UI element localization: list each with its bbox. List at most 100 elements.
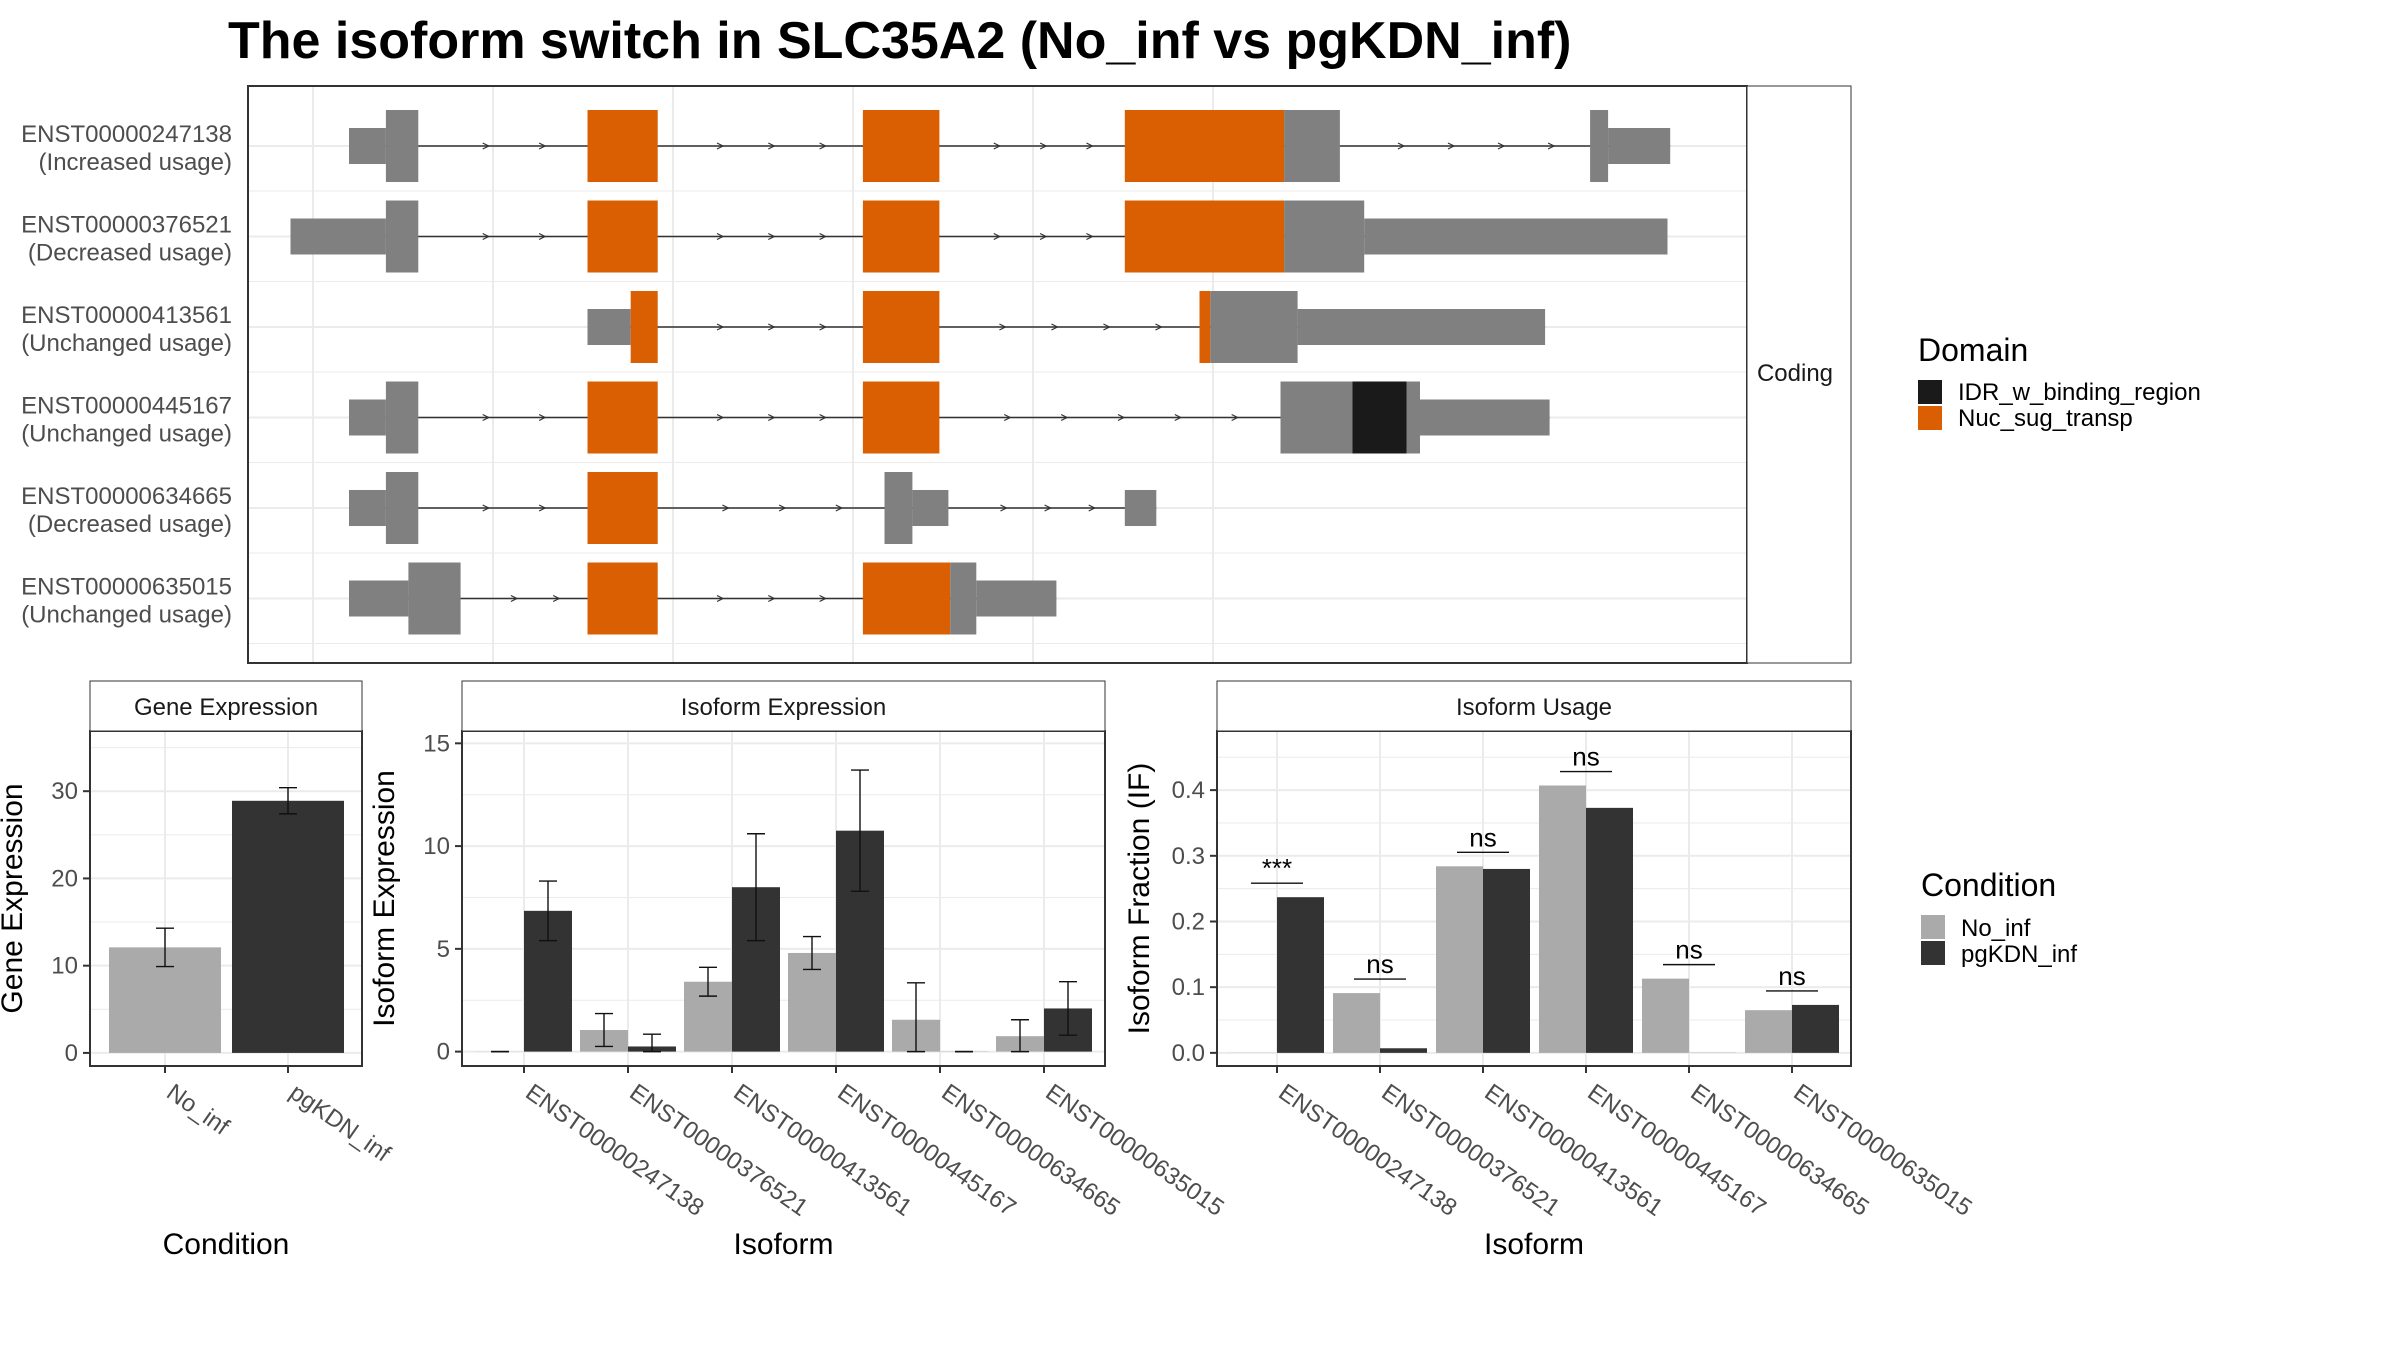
exon-domain-nuc_sug_transp [1124,110,1285,182]
intron-direction-arrow [1117,413,1126,422]
isoform-row-ENST00000445167 [349,381,1550,454]
legend-swatch-idr [1918,380,1942,404]
intron-direction-arrow [552,594,561,603]
bar [1436,866,1483,1053]
panel-strip-label: Isoform Usage [1456,694,1612,721]
legend-label-pgkdn-inf: pgKDN_inf [1961,941,2077,968]
significance-label: ns [1778,961,1805,991]
exon-utr [349,399,386,436]
intron-direction-arrow [510,594,519,603]
intron-direction-arrow [993,232,1002,241]
isoform-label-usage: (Decreased usage) [28,240,232,267]
intron-direction-arrow [768,323,776,331]
exon-domain-nuc_sug_transp [1124,200,1285,273]
intron-direction-arrow [1397,142,1406,150]
exon-coding [1406,381,1420,454]
intron-direction-arrow [482,232,491,241]
x-axis-title: Condition [163,1228,290,1261]
y-tick-label: 0.4 [1172,777,1205,804]
exon-domain-nuc_sug_transp [587,381,658,454]
y-tick-label: 0.2 [1172,908,1205,935]
bar [232,800,344,1053]
facet-strip-coding [1746,85,1852,664]
exon-coding [1284,110,1340,182]
intron-direction-arrow [1547,142,1556,150]
exon-coding [884,472,913,544]
intron-direction-arrow [1039,142,1048,150]
intron-direction-arrow [538,232,547,241]
structure-panel-background [248,86,1747,663]
domain-legend: Domain IDR_w_binding_region Nuc_sug_tran… [1918,332,2201,432]
legend-swatch-pgkdn-inf [1921,941,1945,965]
y-tick-label: 5 [437,936,450,963]
intron-direction-arrow [1044,504,1052,512]
exon-coding [950,562,977,635]
x-tick-label: ENST00000445167 [1583,1079,1771,1222]
bar [1380,1048,1427,1053]
x-axis-title: Isoform [1484,1228,1584,1261]
intron-direction-arrow [819,323,827,331]
x-tick-label: No_inf [162,1079,235,1141]
isoform-label-usage: (Decreased usage) [28,511,232,538]
intron-direction-arrow [1086,142,1094,150]
intron-direction-arrow [1103,323,1111,331]
isoform-expression-panel: Isoform Expression051015ENST00000247138E… [368,680,1229,1261]
y-tick-label: 0.1 [1172,974,1205,1001]
intron-direction-arrow [1447,142,1456,150]
bar [1539,785,1586,1053]
exon-domain-idr_w_binding_region [1352,381,1407,454]
intron-direction-arrow [768,413,776,422]
isoform-label-id: ENST00000445167 [21,393,232,420]
intron-direction-arrow [722,504,730,512]
intron-direction-arrow [1155,323,1163,331]
intron-direction-arrow [716,594,725,603]
exon-domain-nuc_sug_transp [862,381,940,454]
legend-label-nuc-sug-transp: Nuc_sug_transp [1958,405,2133,432]
intron-direction-arrow [1051,323,1059,331]
significance-label: *** [1262,853,1292,883]
y-tick-label: 0.3 [1172,843,1205,870]
bar [1642,978,1689,1053]
bar [1277,897,1324,1053]
intron-direction-arrow [1174,413,1183,422]
exon-domain-nuc_sug_transp [587,200,658,273]
exon-coding [385,472,419,544]
intron-direction-arrow [1060,413,1069,422]
isoform-label-id: ENST00000635015 [21,574,232,601]
isoform-label-id: ENST00000376521 [21,212,232,239]
y-tick-label: 20 [51,865,78,892]
isoform-label-id: ENST00000413561 [21,302,232,329]
intron-direction-arrow [482,504,491,512]
intron-direction-arrow [482,413,491,422]
exon-utr [1124,490,1157,526]
y-axis-title: Gene Expression [0,783,29,1013]
y-tick-label: 10 [423,833,450,860]
intron-direction-arrow [538,142,547,150]
facet-label-coding: Coding [1757,360,1833,387]
x-tick-label: ENST00000635015 [1041,1079,1229,1222]
isoform-label-id: ENST00000634665 [21,483,232,510]
intron-direction-arrow [716,413,725,422]
exon-domain-nuc_sug_transp [587,562,658,635]
structure-rows [290,110,1671,635]
y-axis-title: Isoform Expression [368,770,401,1027]
exon-utr [1420,399,1550,436]
significance-label: ns [1469,822,1496,852]
exon-coding [408,562,461,635]
intron-direction-arrow [768,142,776,150]
exon-utr [587,309,631,345]
y-tick-label: 15 [423,730,450,757]
legend-label-no-inf: No_inf [1961,915,2031,942]
isoform-label-usage: (Unchanged usage) [21,330,232,357]
isoform-label-usage: (Increased usage) [39,149,232,176]
exon-utr [349,580,409,617]
bar [1745,1010,1792,1053]
intron-direction-arrow [768,594,776,603]
intron-direction-arrow [819,232,827,241]
intron-direction-arrow [716,232,725,241]
intron-direction-arrow [1231,413,1239,422]
significance-label: ns [1366,949,1393,979]
domain-legend-title: Domain [1918,332,2028,368]
exon-domain-nuc_sug_transp [587,110,658,182]
x-tick-label: ENST00000247138 [1274,1079,1462,1222]
